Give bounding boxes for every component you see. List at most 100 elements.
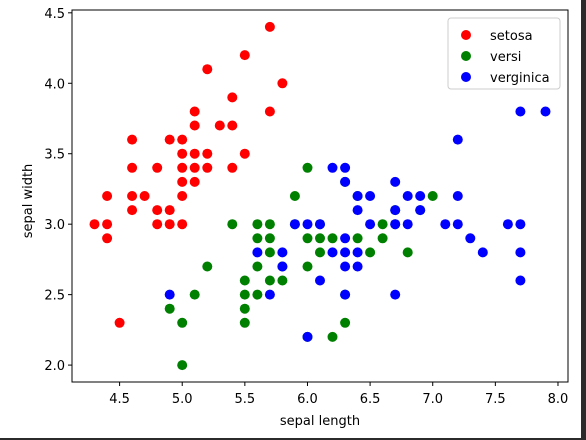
point-versi-29: [327, 331, 338, 342]
x-axis: 4.5 5.0 5.5 6.0 6.5 7.0 7.5 8.0: [109, 382, 568, 407]
point-verginica-32: [440, 219, 451, 230]
point-verginica-24: [390, 289, 401, 300]
legend-box: [447, 17, 561, 90]
point-setosa-10: [152, 219, 163, 230]
legend-label-setosa: setosa: [490, 29, 533, 44]
point-verginica-21: [352, 191, 363, 201]
point-versi-36: [365, 247, 376, 258]
point-setosa-1: [102, 219, 113, 230]
point-setosa-16: [177, 219, 188, 230]
point-verginica-29: [402, 191, 413, 201]
point-versi-41: [402, 247, 413, 258]
point-verginica-13: [340, 261, 351, 272]
y-tick-label: 3.5: [44, 148, 65, 163]
point-verginica-27: [390, 176, 401, 187]
point-setosa-13: [164, 219, 175, 230]
point-verginica-36: [465, 233, 476, 244]
y-tick-label: 3.0: [44, 218, 65, 233]
point-setosa-2: [102, 191, 113, 201]
point-verginica-5: [289, 219, 300, 230]
point-verginica-40: [515, 247, 526, 258]
x-tick-label: 7.5: [485, 392, 506, 407]
point-versi-34: [352, 233, 363, 244]
points-layer: [89, 21, 551, 371]
point-versi-38: [377, 219, 388, 230]
point-versi-15: [264, 247, 275, 258]
legend-marker-setosa: [461, 30, 471, 40]
point-setosa-29: [202, 64, 213, 75]
point-verginica-33: [452, 219, 463, 230]
point-verginica-19: [352, 247, 363, 258]
point-verginica-17: [340, 162, 351, 173]
point-versi-30: [327, 233, 338, 244]
point-verginica-25: [390, 219, 401, 230]
point-versi-5: [227, 219, 238, 230]
point-verginica-22: [365, 219, 376, 230]
point-versi-14: [264, 275, 275, 286]
point-versi-21: [289, 191, 300, 201]
point-setosa-31: [227, 162, 238, 173]
point-setosa-33: [227, 92, 238, 103]
point-verginica-2: [264, 289, 275, 300]
point-verginica-42: [515, 106, 526, 117]
point-setosa-34: [239, 148, 250, 159]
point-verginica-18: [352, 261, 363, 272]
point-verginica-14: [340, 247, 351, 258]
x-tick-label: 6.5: [360, 392, 381, 407]
x-tick-label: 4.5: [109, 392, 130, 407]
legend-label-versi: versi: [490, 50, 521, 65]
point-versi-10: [252, 289, 263, 300]
x-axis-label: sepal length: [280, 414, 360, 429]
point-setosa-27: [202, 162, 213, 173]
point-verginica-23: [365, 191, 376, 201]
point-setosa-3: [102, 233, 113, 244]
point-verginica-10: [327, 247, 338, 258]
legend-marker-verginica: [461, 72, 471, 82]
point-verginica-28: [402, 219, 413, 230]
point-versi-23: [302, 261, 313, 272]
point-versi-3: [189, 289, 200, 300]
point-versi-7: [239, 303, 250, 314]
point-versi-6: [239, 317, 250, 328]
point-versi-4: [202, 261, 213, 272]
point-setosa-21: [177, 134, 188, 145]
point-versi-25: [302, 162, 313, 173]
point-verginica-35: [452, 134, 463, 145]
point-verginica-15: [340, 233, 351, 244]
point-verginica-4: [277, 247, 288, 258]
point-verginica-43: [540, 106, 551, 117]
point-setosa-0: [89, 219, 100, 230]
y-axis: 2.0 2.5 3.0 3.5 4.0 4.5: [44, 7, 72, 374]
point-versi-12: [252, 233, 263, 244]
point-verginica-34: [452, 191, 463, 201]
x-tick-label: 6.0: [297, 392, 318, 407]
point-setosa-35: [239, 50, 250, 61]
point-setosa-4: [114, 317, 125, 328]
legend-marker-versi: [461, 51, 471, 61]
point-versi-16: [264, 233, 275, 244]
legend-label-verginica: verginica: [490, 71, 550, 86]
point-setosa-23: [189, 162, 200, 173]
y-tick-label: 4.5: [44, 7, 65, 22]
point-setosa-9: [139, 191, 150, 201]
point-setosa-36: [264, 106, 275, 117]
point-setosa-11: [152, 205, 163, 216]
point-verginica-7: [302, 219, 313, 230]
point-verginica-3: [277, 261, 288, 272]
point-setosa-24: [189, 148, 200, 159]
point-verginica-9: [315, 219, 325, 230]
point-setosa-15: [164, 134, 175, 145]
point-verginica-31: [415, 191, 426, 201]
point-setosa-32: [227, 120, 238, 131]
point-versi-0: [164, 303, 175, 314]
point-versi-24: [302, 233, 313, 244]
point-setosa-26: [189, 106, 200, 117]
point-setosa-28: [202, 148, 213, 159]
point-versi-31: [340, 317, 351, 328]
y-tick-label: 4.0: [44, 77, 65, 92]
point-versi-43: [427, 191, 438, 201]
legend: setosa versi verginica: [447, 17, 561, 90]
point-setosa-14: [164, 205, 175, 216]
